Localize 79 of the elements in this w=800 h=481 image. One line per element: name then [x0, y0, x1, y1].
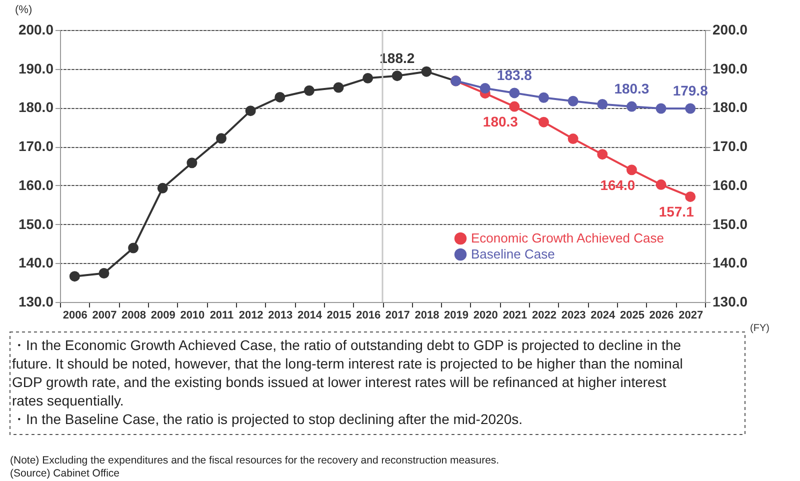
data-label: 180.3	[614, 80, 650, 97]
y-tick-label: 190.0	[18, 60, 54, 76]
x-tick-label: 2009	[150, 310, 176, 322]
x-tick-label: 2006	[62, 310, 88, 322]
point	[304, 85, 314, 96]
x-tick-label: 2024	[590, 310, 616, 322]
y2-tick-label: 170.0	[712, 138, 748, 154]
point	[186, 158, 198, 168]
y-tick-label: 130.0	[18, 294, 54, 310]
x-tick-label: 2011	[210, 310, 234, 322]
x-axis-title: (FY)	[750, 323, 770, 334]
point	[538, 92, 549, 103]
point	[333, 82, 344, 93]
point	[685, 103, 696, 114]
x-tick-label: 2022	[532, 310, 556, 322]
point	[392, 70, 402, 82]
y-tick-label: 150.0	[18, 216, 54, 232]
text: ・In the Economic Growth Achieved Case, the ratio of outstanding debt to GDP is projected to decline in the future. It should be noted, however, that the long-term interest rate is projected to be higher than the nominal GDP growth rate, and the existing bonds issued at lower interest rates will be refinanced at higher interest rates sequentially.	[12, 337, 683, 408]
point	[421, 66, 432, 77]
y-tick-label: 140.0	[18, 254, 54, 271]
x-tick-label: 2025	[620, 310, 644, 322]
point	[362, 72, 374, 84]
data-label: 183.8	[496, 66, 532, 83]
legend-label: Baseline Case	[471, 246, 555, 262]
y2-tick-label: 200.0	[712, 22, 748, 38]
point	[656, 179, 666, 190]
data-label: 180.3	[482, 114, 518, 130]
point	[509, 88, 520, 98]
text: (Note) Excluding the expenditures and the fiscal resources for the recovery and reconstruction measures.	[10, 454, 500, 466]
point	[274, 92, 286, 102]
data-label: 188.2	[380, 50, 415, 66]
y-axis-title: (%)	[15, 4, 32, 16]
y-tick-label: 180.0	[18, 99, 54, 116]
point	[98, 268, 110, 278]
point	[685, 191, 696, 202]
point	[69, 271, 80, 282]
y2-tick-label: 180.0	[712, 99, 748, 116]
point	[157, 182, 168, 194]
x-tick-label: 2007	[92, 310, 117, 322]
point	[597, 98, 608, 110]
x-tick-label: 2014	[297, 310, 323, 322]
point	[480, 83, 490, 94]
x-tick-label: 2026	[649, 310, 674, 322]
point	[216, 133, 226, 144]
y-tick-label: 170.0	[18, 138, 54, 154]
x-tick-label: 2021	[502, 310, 528, 322]
x-tick-label: 2023	[561, 310, 586, 322]
text: ・In the Baseline Case, the ratio is projected to stop declining after the mid-2020s.	[12, 411, 523, 427]
y-tick-label: 200.0	[18, 22, 54, 38]
point	[509, 101, 520, 112]
y-tick-label: 160.0	[18, 176, 54, 193]
point	[245, 106, 256, 116]
y2-tick-label: 150.0	[712, 216, 748, 232]
x-tick-label: 2008	[122, 310, 146, 322]
x-tick-label: 2018	[414, 310, 440, 322]
y2-tick-label: 130.0	[712, 294, 748, 310]
x-tick-label: 2012	[238, 310, 264, 322]
point	[128, 242, 139, 254]
point	[538, 116, 549, 128]
point	[568, 134, 578, 144]
x-tick-label: 2027	[678, 310, 704, 322]
point	[626, 101, 637, 112]
point	[597, 149, 608, 160]
point	[656, 103, 666, 114]
point	[568, 96, 578, 106]
legend-label: Economic Growth Achieved Case	[471, 230, 664, 246]
data-label: 157.1	[658, 204, 694, 220]
point	[626, 164, 637, 176]
y2-tick-label: 140.0	[712, 254, 748, 271]
y2-tick-label: 190.0	[712, 60, 748, 76]
x-tick-label: 2010	[180, 310, 205, 322]
x-tick-label: 2016	[356, 310, 381, 322]
y2-tick-label: 160.0	[712, 176, 748, 193]
x-tick-label: 2013	[268, 310, 293, 322]
x-tick-label: 2019	[444, 310, 469, 322]
x-tick-label: 2017	[385, 310, 410, 322]
x-tick-label: 2020	[473, 310, 498, 322]
text: (Source) Cabinet Office	[10, 468, 120, 480]
x-tick-label: 2015	[326, 310, 352, 322]
